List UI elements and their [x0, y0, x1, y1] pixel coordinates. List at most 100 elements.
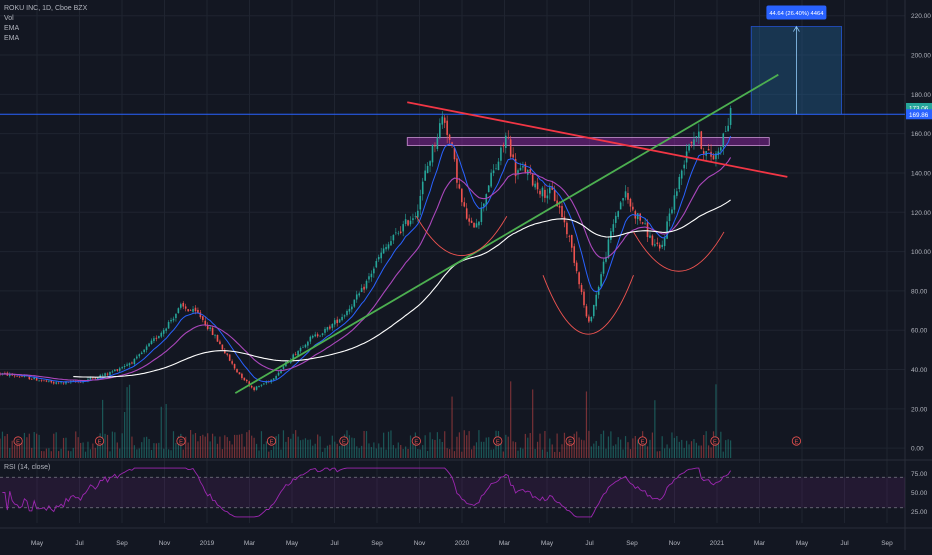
earnings-marker — [791, 436, 802, 446]
candle-body — [600, 274, 602, 287]
candle-body — [421, 181, 424, 195]
candle-body — [180, 304, 182, 308]
volume-bar — [199, 436, 201, 458]
volume-bar — [554, 451, 556, 458]
candle-body — [524, 163, 527, 173]
candle-body — [414, 216, 417, 217]
y-tick-label: 120.00 — [911, 210, 931, 217]
candle-body — [668, 213, 671, 222]
candle-body — [43, 380, 45, 382]
volume-bar — [348, 435, 351, 458]
volume-bar — [576, 431, 578, 458]
volume-bar — [67, 450, 70, 458]
y-tick-label: 80.00 — [911, 288, 928, 295]
rsi-band — [0, 477, 905, 508]
volume-bar — [475, 442, 478, 458]
candle-body — [439, 123, 441, 138]
candle-body — [309, 336, 312, 342]
candle-body — [441, 116, 444, 125]
volume-bar — [312, 445, 314, 458]
volume-bar — [573, 433, 575, 458]
candle-body — [162, 330, 165, 334]
volume-bar — [436, 432, 438, 458]
volume-bar — [639, 443, 641, 458]
candle-body — [187, 309, 189, 312]
candle-body — [101, 375, 104, 376]
earnings-marker-label: E — [794, 439, 798, 445]
volume-bar — [644, 444, 646, 458]
x-tick-label: Jul — [75, 540, 84, 547]
symbol-label[interactable]: ROKU INC, 1D, Cboe BZX — [4, 5, 88, 12]
candle-body — [316, 334, 319, 337]
volume-bar — [341, 440, 343, 458]
drawings-front-layer: 44.64 (26.40%) 4464 — [234, 5, 827, 394]
volume-bar — [150, 449, 153, 458]
cup-arc — [633, 231, 725, 272]
volume-bar — [717, 438, 719, 458]
volume-bar — [580, 439, 583, 458]
candle-body — [260, 384, 263, 386]
candle-body — [116, 369, 119, 371]
volume-bar — [168, 449, 170, 458]
candle-body — [92, 377, 94, 379]
candle-body — [314, 334, 317, 337]
candle-body — [698, 131, 700, 138]
indicator-label-ema-2[interactable]: EMA — [4, 35, 20, 42]
volume-bar — [488, 437, 490, 458]
candle-body — [55, 382, 58, 384]
volume-bar — [519, 447, 522, 458]
volume-bar — [170, 450, 172, 458]
candle-body — [695, 136, 698, 138]
candle-body — [136, 356, 138, 359]
volume-bar — [146, 436, 148, 458]
indicator-label-ema-1[interactable]: EMA — [4, 25, 20, 32]
volume-bar — [693, 439, 695, 458]
x-tick-label: 2019 — [200, 540, 215, 547]
volume-bar — [700, 445, 702, 458]
candle-body — [35, 377, 38, 381]
candle-body — [363, 286, 365, 290]
candle-body — [50, 380, 53, 383]
candle-body — [16, 376, 18, 377]
candle-body — [248, 381, 251, 386]
volume-bar — [297, 436, 299, 458]
volume-bar — [549, 438, 551, 458]
indicator-label-vol[interactable]: Vol — [4, 15, 14, 22]
candle-body — [167, 322, 170, 329]
candle-body — [346, 311, 348, 316]
volume-bar — [578, 437, 580, 458]
candle-body — [573, 246, 576, 263]
candle-body — [541, 187, 544, 197]
rsi-label[interactable]: RSI (14, close) — [4, 464, 51, 471]
earnings-marker — [637, 436, 648, 446]
candle-body — [326, 327, 329, 330]
volume-bar — [18, 441, 21, 458]
drawings-back-layer — [0, 25, 905, 146]
resistance-zone — [406, 137, 770, 146]
volume-bar — [43, 451, 45, 458]
candle-body — [546, 195, 549, 199]
volume-bar — [331, 435, 333, 458]
candle-body — [536, 182, 539, 190]
candle-body — [507, 137, 510, 138]
volume-bar — [595, 440, 597, 458]
volume-bar — [285, 441, 287, 458]
candle-body — [231, 361, 233, 364]
y-tick-label: 220.00 — [911, 13, 931, 20]
candle-body — [138, 354, 141, 357]
volume-bar — [505, 434, 507, 458]
volume-bar — [375, 448, 377, 458]
volume-bar — [148, 438, 150, 458]
volume-bar — [119, 448, 121, 458]
volume-bar — [368, 443, 370, 458]
candle-body — [654, 244, 656, 246]
volume-bar — [705, 431, 707, 458]
volume-bar — [209, 441, 211, 458]
volume-bar — [651, 432, 654, 458]
volume-bar — [321, 451, 324, 458]
ema-mid-line — [0, 157, 732, 382]
y-tick-label: 180.00 — [911, 92, 931, 99]
